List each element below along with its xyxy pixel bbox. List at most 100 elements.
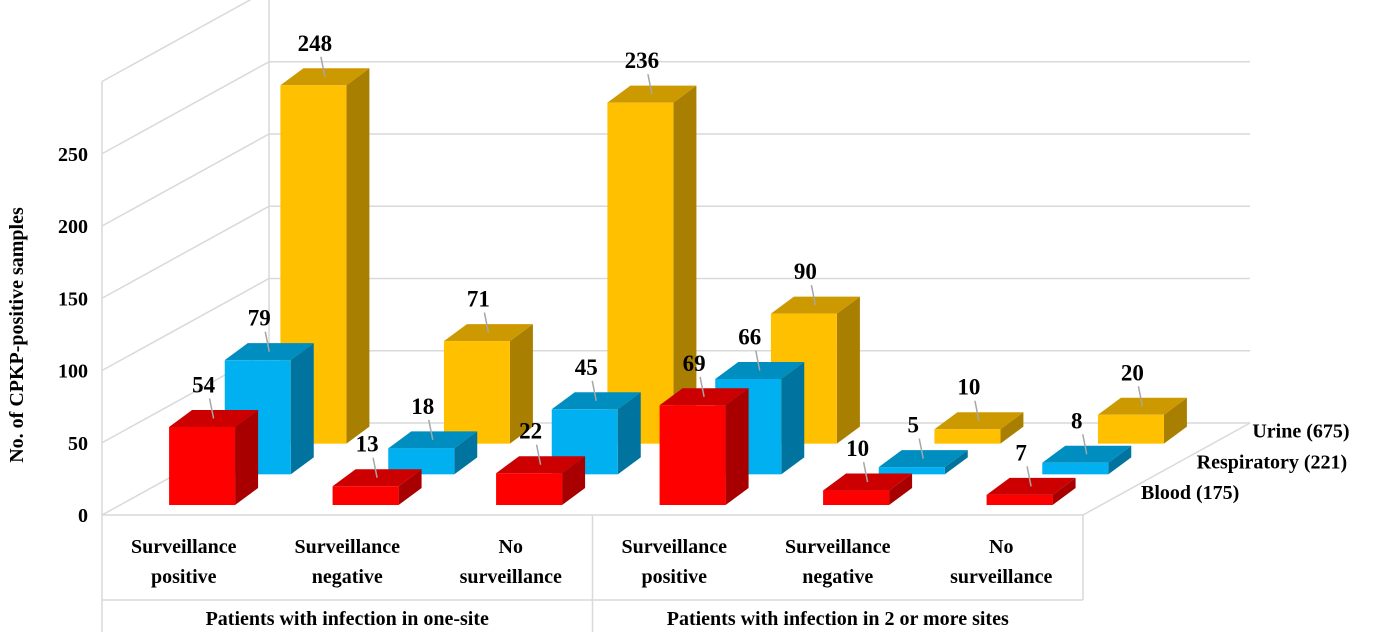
data-label: 236 xyxy=(625,48,660,73)
bar-side xyxy=(454,431,478,475)
group-label: Patients with infection in one-site xyxy=(206,608,489,630)
series-labels: Blood (175) Respiratory (221) Urine (675) xyxy=(1141,421,1350,504)
bar xyxy=(986,466,1076,505)
y-tick-label: 50 xyxy=(68,433,88,455)
bar-front xyxy=(443,341,510,444)
bar xyxy=(1097,386,1187,444)
bar-front xyxy=(496,473,563,505)
bar xyxy=(607,73,697,444)
label-leader xyxy=(1082,434,1088,455)
category-label: positive xyxy=(151,566,217,588)
axes xyxy=(101,0,1084,632)
bar-front xyxy=(823,490,890,505)
label-leader xyxy=(974,400,980,421)
category-label: surveillance xyxy=(950,566,1052,588)
data-label: 66 xyxy=(738,324,761,349)
data-labels: 248 71 236 90 10 20 79 18 45 66 5 8 54 13 22 69 10 7 xyxy=(192,31,1144,466)
label-leader xyxy=(208,398,215,419)
category-labels: Surveillance positive Surveillance negative… xyxy=(131,536,1052,588)
bar-front xyxy=(878,467,945,475)
bar xyxy=(443,312,533,444)
category-label: positive xyxy=(641,566,707,588)
y-axis-label: No. of CPKP-positive samples xyxy=(6,207,28,463)
series-label: Blood (175) xyxy=(1141,482,1239,504)
bar-side xyxy=(725,388,749,505)
bar-side xyxy=(617,392,641,475)
label-leader xyxy=(918,438,924,459)
bar-front xyxy=(934,429,1001,444)
bar-side xyxy=(562,456,586,505)
data-label: 45 xyxy=(575,355,598,380)
bar-side xyxy=(836,296,860,444)
label-leader xyxy=(862,461,869,483)
data-label: 18 xyxy=(411,394,434,419)
category-label: No xyxy=(989,536,1013,558)
bar-side xyxy=(398,469,422,505)
category-label: Surveillance xyxy=(131,536,237,558)
category-label: Surveillance xyxy=(294,536,400,558)
bar xyxy=(878,438,968,475)
series-label: Urine (675) xyxy=(1252,421,1349,443)
bar-top xyxy=(169,409,259,427)
bar xyxy=(332,457,422,505)
label-leader xyxy=(1137,386,1144,407)
label-leader xyxy=(699,376,705,397)
data-label: 8 xyxy=(1071,408,1083,433)
label-leader xyxy=(320,56,326,77)
y-tick-label: 0 xyxy=(78,505,88,527)
data-label: 10 xyxy=(957,375,980,400)
y-tick-label: 100 xyxy=(58,361,88,383)
data-label: 20 xyxy=(1121,360,1144,385)
bar xyxy=(823,461,913,505)
label-leader xyxy=(428,419,434,440)
bar-side xyxy=(889,473,913,505)
series-label: Respiratory (221) xyxy=(1197,451,1348,473)
bar-side xyxy=(290,343,314,475)
data-label: 7 xyxy=(1015,440,1027,465)
data-label: 22 xyxy=(519,419,542,444)
data-label: 10 xyxy=(846,436,869,461)
bar-front xyxy=(986,494,1053,505)
bar-side xyxy=(509,324,533,444)
label-leader xyxy=(647,73,653,95)
bar-side xyxy=(235,409,259,505)
category-label: Surveillance xyxy=(785,536,891,558)
gridline xyxy=(101,0,252,83)
bar-side xyxy=(1052,477,1076,505)
bar xyxy=(659,376,749,505)
data-label: 69 xyxy=(683,351,706,376)
bar-side xyxy=(1163,397,1187,444)
bar-side xyxy=(1108,445,1132,475)
category-label: negative xyxy=(802,566,873,588)
bars xyxy=(169,56,1187,505)
bar-side xyxy=(944,450,968,475)
bar-front xyxy=(659,405,726,505)
label-leader xyxy=(591,380,597,401)
label-leader xyxy=(264,331,270,352)
bar-front xyxy=(332,486,399,505)
y-tick-label: 200 xyxy=(58,216,88,238)
category-label: Surveillance xyxy=(621,536,727,558)
y-tick-label: 150 xyxy=(58,288,88,310)
y-tick-labels: 0 50 100 150 200 250 xyxy=(58,144,88,527)
bar xyxy=(1042,434,1132,475)
category-label: No xyxy=(499,536,523,558)
y-tick-label: 250 xyxy=(58,144,88,166)
label-leader xyxy=(755,350,761,371)
bar-top xyxy=(443,324,533,342)
bar xyxy=(496,444,586,505)
bar-front xyxy=(607,102,674,444)
label-leader xyxy=(810,284,817,306)
bar-side xyxy=(781,361,805,475)
label-leader xyxy=(372,457,378,478)
group-label: Patients with infection in 2 or more sit… xyxy=(667,608,1009,630)
bar-side xyxy=(673,85,697,444)
data-label: 5 xyxy=(908,413,920,438)
category-label: surveillance xyxy=(460,566,562,588)
bar-front xyxy=(1097,414,1164,444)
group-labels: Patients with infection in one-site Patie… xyxy=(206,608,1009,630)
bar-side xyxy=(346,68,370,444)
label-leader xyxy=(483,312,490,333)
data-label: 13 xyxy=(356,432,379,457)
